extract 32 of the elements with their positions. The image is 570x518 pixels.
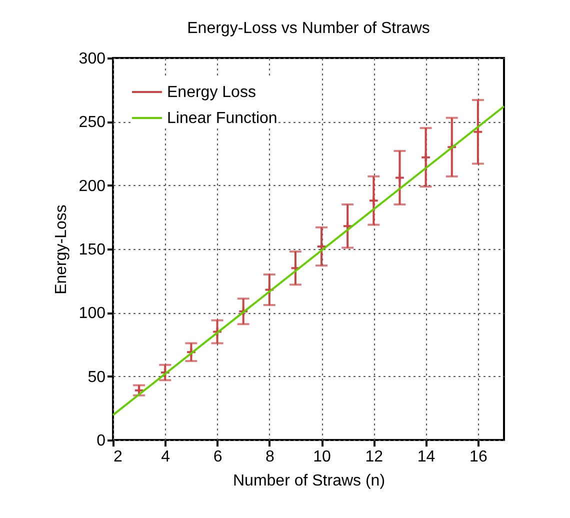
legend-label: Energy Loss <box>167 84 256 101</box>
x-tick-label: 8 <box>265 448 274 466</box>
point <box>186 346 196 358</box>
x-tick-label: 14 <box>417 448 436 466</box>
point <box>420 152 431 163</box>
legend-label: Linear Function <box>167 110 278 127</box>
point <box>394 172 405 183</box>
point <box>446 142 458 152</box>
y-tick-label: 100 <box>78 305 106 322</box>
x-tick-label: 16 <box>470 448 488 466</box>
x-axis-title: Number of Straws (n) <box>232 472 386 490</box>
x-tick-label: 12 <box>365 448 384 466</box>
y-tick-label: 250 <box>78 114 106 132</box>
y-tick-label: 0 <box>96 432 106 450</box>
x-tick-label: 4 <box>161 448 170 466</box>
x-tick-label: 6 <box>213 448 222 466</box>
x-tick-label: 10 <box>313 448 332 466</box>
y-axis-title: Energy-Loss <box>52 204 70 294</box>
point <box>472 126 484 138</box>
x-tick-label: 2 <box>114 448 122 466</box>
point <box>342 220 353 232</box>
point <box>160 367 170 378</box>
y-tick-label: 150 <box>78 242 106 258</box>
point <box>290 262 301 274</box>
y-tick-label: 300 <box>78 50 106 68</box>
point <box>264 284 275 295</box>
point <box>212 326 222 337</box>
point <box>368 195 379 206</box>
point <box>238 306 249 317</box>
y-tick-label: 200 <box>78 178 106 195</box>
chart-title: Energy-Loss vs Number of Straws <box>187 20 430 37</box>
y-tick-label: 50 <box>88 368 106 386</box>
